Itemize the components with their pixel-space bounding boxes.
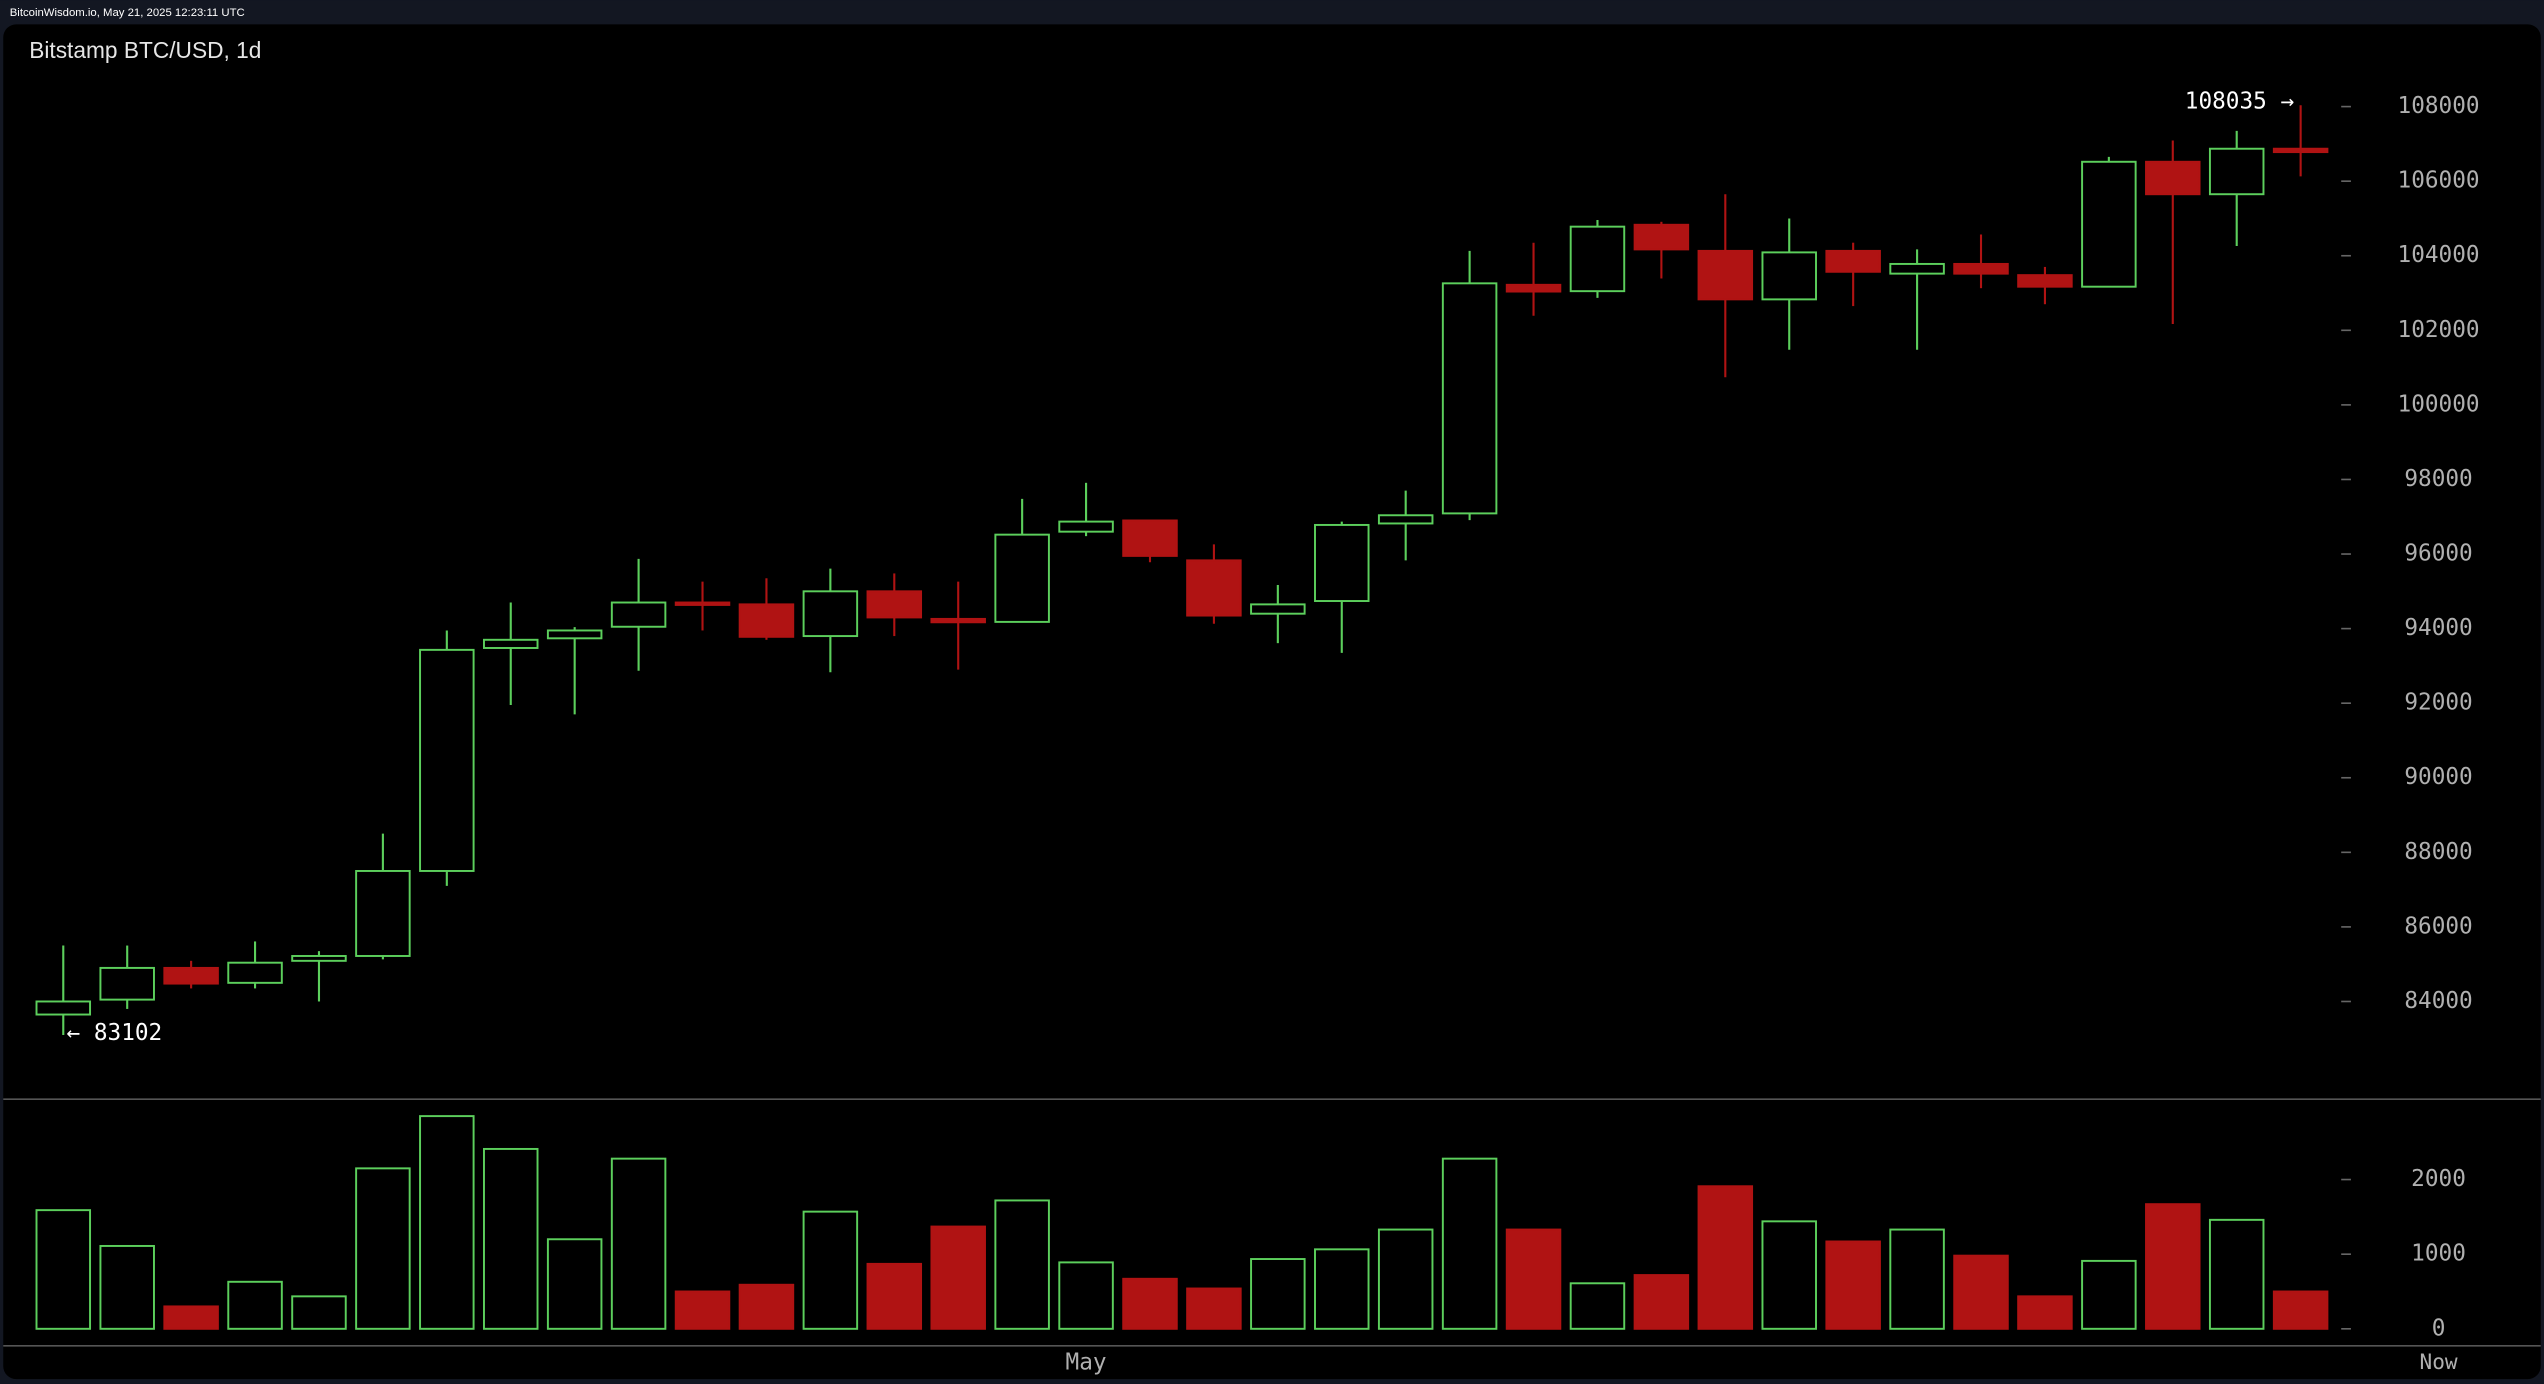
header: BitcoinWisdom.io, May 21, 2025 12:23:11 … (10, 7, 245, 19)
candle-body (2081, 160, 2137, 288)
volume-bar (2208, 1218, 2265, 1330)
max-annotation: 108035 → (2185, 89, 2294, 115)
volume-bar (2081, 1259, 2137, 1330)
x-tick-label: May (1066, 1349, 1107, 1375)
candle-body (1761, 251, 1817, 301)
volume-bar (291, 1295, 347, 1330)
volume-bar (99, 1244, 155, 1330)
candle-body (1058, 520, 1114, 533)
candle-body (1697, 249, 1754, 301)
candle-body (483, 638, 539, 649)
volume-tick-label: 1000 (2411, 1241, 2466, 1267)
candle-body (866, 590, 923, 619)
volume-bar (227, 1280, 283, 1330)
volume-bar (1569, 1282, 1626, 1330)
volume-bar (994, 1199, 1050, 1330)
volume-bar (674, 1290, 731, 1330)
candle-body (994, 533, 1050, 623)
candle-body (1569, 225, 1626, 293)
y-tick-label: 108000 (2398, 93, 2480, 119)
volume-bar (2145, 1203, 2201, 1330)
candle-body (674, 601, 731, 606)
candle-body (99, 966, 155, 1001)
candle-body (2145, 160, 2201, 196)
volume-bar (1825, 1240, 1881, 1330)
candle-body (291, 955, 347, 962)
volume-bar (866, 1262, 923, 1330)
volume-tick-label: 2000 (2411, 1166, 2466, 1192)
candle-body (1441, 282, 1498, 515)
chart-title: Bitstamp BTC/USD, 1d (29, 37, 261, 63)
candle-body (1186, 559, 1242, 617)
candle-body (1377, 514, 1434, 525)
y-tick-label: 102000 (2398, 317, 2480, 343)
candle-body (1889, 262, 1945, 275)
volume-bar (163, 1305, 219, 1330)
y-tick-label: 106000 (2398, 168, 2480, 194)
volume-bar (546, 1238, 603, 1330)
volume-bar (1633, 1274, 1690, 1330)
candle-body (610, 601, 667, 628)
volume-bar (1186, 1287, 1242, 1330)
y-tick-label: 88000 (2404, 839, 2472, 865)
candle-body (1633, 223, 1690, 251)
y-tick-label: 92000 (2404, 690, 2472, 716)
volume-bar (1505, 1228, 1562, 1330)
volume-bar (802, 1210, 859, 1330)
candle-body (930, 617, 986, 624)
candle-body (1250, 603, 1306, 615)
min-annotation: ← 83102 (67, 1020, 163, 1046)
y-tick-label: 86000 (2404, 913, 2472, 939)
candle-body (738, 603, 795, 638)
volume-bar (1441, 1157, 1498, 1330)
candle-body (2017, 274, 2073, 288)
volume-bar (2017, 1295, 2073, 1330)
volume-bar (1377, 1228, 1434, 1330)
volume-bar (1058, 1261, 1114, 1330)
y-tick-label: 94000 (2404, 615, 2472, 641)
volume-bar (1761, 1220, 1817, 1330)
volume-bar (610, 1157, 667, 1330)
candle-body (1505, 283, 1562, 293)
candle-body (419, 648, 475, 872)
y-tick-label: 84000 (2404, 988, 2472, 1014)
y-tick-label: 96000 (2404, 541, 2472, 567)
candle-body (163, 966, 219, 985)
volume-bar (1314, 1248, 1370, 1330)
y-tick-label: 104000 (2398, 242, 2480, 268)
y-tick-label: 90000 (2404, 764, 2472, 790)
candle-body (1122, 519, 1178, 557)
y-tick-label: 98000 (2404, 466, 2472, 492)
candle-body (2208, 147, 2265, 196)
volume-tick-label: 0 (2432, 1315, 2446, 1341)
candle-body (802, 590, 859, 638)
volume-bar (930, 1225, 986, 1330)
volume-bar (1122, 1277, 1178, 1330)
volume-bar (1250, 1258, 1306, 1330)
volume-bar (483, 1147, 539, 1330)
x-end-label: Now (2420, 1349, 2458, 1374)
volume-bar (1889, 1228, 1945, 1330)
volume-bar (1697, 1185, 1754, 1330)
candle-body (1314, 523, 1370, 602)
candle-body (546, 629, 603, 640)
volume-bar (2272, 1290, 2329, 1330)
candle-body (35, 1000, 92, 1016)
volume-bar (1953, 1254, 2009, 1330)
panel (3, 24, 2541, 1380)
candle-body (1953, 262, 2009, 275)
candle-body (355, 870, 411, 957)
volume-bar (738, 1283, 795, 1330)
y-tick-label: 100000 (2398, 391, 2480, 417)
volume-bar (355, 1167, 411, 1330)
candle-body (227, 961, 283, 984)
volume-bar (419, 1115, 475, 1330)
volume-bar (35, 1209, 92, 1330)
candle-body (2272, 147, 2329, 154)
candle-body (1825, 249, 1881, 273)
